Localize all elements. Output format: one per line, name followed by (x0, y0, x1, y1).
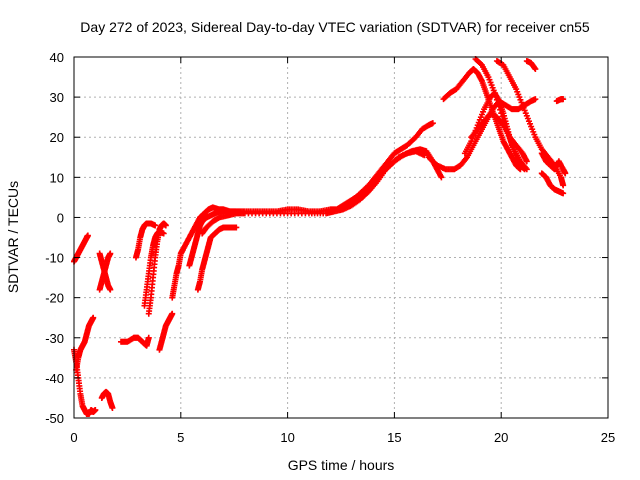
x-tick-label: 25 (601, 430, 615, 445)
data-point (491, 90, 498, 97)
data-point (560, 190, 567, 197)
y-tick-label: -10 (45, 251, 64, 266)
data-point (152, 222, 159, 229)
y-tick-label: -50 (45, 411, 64, 426)
y-tick-label: 40 (50, 50, 64, 65)
data-point (90, 314, 97, 321)
series-track-u (468, 110, 530, 165)
x-tick-label: 20 (494, 430, 508, 445)
y-tick-label: 20 (50, 130, 64, 145)
data-point (497, 106, 504, 113)
data-point (233, 224, 240, 231)
data-point (560, 96, 567, 103)
data-point (107, 250, 114, 257)
series-track-j (145, 220, 169, 317)
data-point (477, 61, 484, 68)
series-track-g (117, 334, 152, 349)
data-point (523, 166, 530, 173)
data-points (71, 56, 569, 417)
series-track-t (472, 56, 530, 173)
data-point (145, 334, 152, 341)
y-axis-label: SDTVAR / TECUs (5, 181, 21, 293)
y-tick-label: 10 (50, 170, 64, 185)
plot-frame (73, 56, 609, 419)
data-point (84, 232, 91, 239)
axis-ticks: 0 5 10 15 20 25 -50 -40 -30 -20 -10 0 10 20 30 40 (45, 50, 615, 445)
data-point (493, 96, 500, 103)
data-point (492, 93, 499, 100)
x-axis-label: GPS time / hours (288, 457, 395, 473)
data-point (532, 66, 539, 73)
series-track-n (194, 224, 240, 293)
y-tick-label: -30 (45, 331, 64, 346)
data-point (494, 100, 501, 107)
x-tick-label: 5 (177, 430, 184, 445)
data-point (499, 113, 506, 120)
series-track-k (156, 310, 176, 353)
data-point (560, 182, 567, 189)
x-tick-label: 10 (280, 430, 294, 445)
data-point (421, 152, 428, 159)
y-tick-label: 0 (57, 210, 64, 225)
data-point (107, 286, 114, 293)
y-tick-label: -20 (45, 291, 64, 306)
series-track-z (553, 96, 567, 105)
series-track-f (96, 250, 114, 293)
series-track-p (344, 148, 428, 207)
data-point (109, 404, 116, 411)
grid-lines (74, 57, 608, 418)
series-track-x (538, 150, 569, 177)
series-track-b (73, 314, 97, 373)
data-point (92, 406, 99, 413)
data-point (429, 120, 436, 127)
series-track-w (523, 58, 539, 73)
series-track-y (538, 170, 567, 197)
series-track-h (132, 220, 159, 261)
data-point (169, 310, 176, 317)
chart-title: Day 272 of 2023, Sidereal Day-to-day VTE… (80, 19, 590, 35)
series-track-m (186, 208, 231, 269)
data-point (532, 96, 539, 103)
data-point (438, 174, 445, 181)
series-track-v (493, 58, 567, 189)
data-point (562, 170, 569, 177)
x-tick-label: 15 (387, 430, 401, 445)
series-track-d (98, 388, 116, 411)
data-point (496, 103, 503, 110)
data-point (162, 222, 169, 229)
data-point (498, 110, 505, 117)
y-tick-label: -40 (45, 371, 64, 386)
data-point (523, 158, 530, 165)
x-tick-label: 0 (70, 430, 77, 445)
y-tick-label: 30 (50, 90, 64, 105)
